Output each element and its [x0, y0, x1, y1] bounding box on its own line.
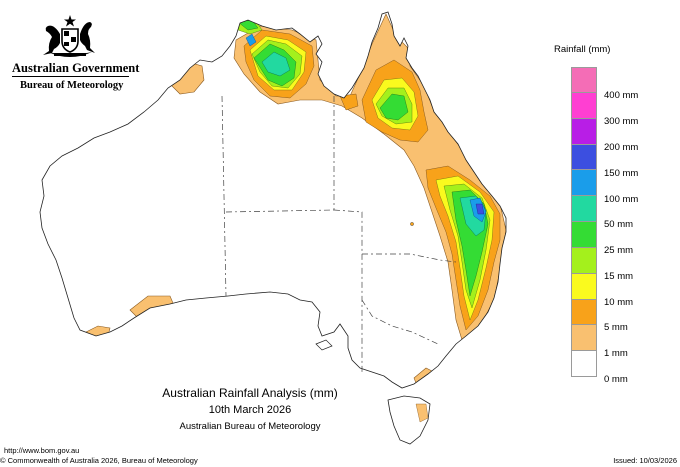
legend-swatch-200	[571, 144, 597, 171]
legend-label-25: 25 mm	[604, 245, 634, 256]
legend-swatch-1	[571, 351, 597, 378]
legend-swatch-15	[571, 273, 597, 300]
legend-label-5: 5 mm	[604, 322, 628, 333]
legend-swatch-400	[571, 92, 597, 119]
map-source: Australian Bureau of Meteorology	[179, 421, 321, 432]
map-title: Australian Rainfall Analysis (mm)	[162, 386, 338, 400]
map-date: 10th March 2026	[208, 404, 292, 416]
legend-swatch-top	[571, 67, 597, 93]
legend-label-150: 150 mm	[604, 168, 639, 179]
legend-label-50: 50 mm	[604, 219, 634, 230]
legend-label-300: 300 mm	[604, 116, 639, 127]
copyright-text: © Commonwealth of Australia 2026, Bureau…	[0, 456, 198, 465]
rainfall-legend	[571, 67, 597, 378]
legend-title: Rainfall (mm)	[554, 44, 611, 55]
legend-label-10: 10 mm	[604, 297, 634, 308]
bureau-title: Bureau of Meteorology	[20, 80, 124, 91]
legend-swatch-10	[571, 299, 597, 326]
legend-label-0: 0 mm	[604, 374, 628, 385]
legend-label-100: 100 mm	[604, 194, 639, 205]
legend-swatch-100	[571, 196, 597, 223]
legend-label-1: 1 mm	[604, 348, 628, 359]
issued-date: Issued: 10/03/2026	[613, 456, 677, 465]
website-link[interactable]: http://www.bom.gov.au	[4, 446, 80, 455]
legend-label-400: 400 mm	[604, 90, 639, 101]
coat-of-arms-logo	[43, 15, 95, 57]
legend-swatch-50	[571, 222, 597, 248]
legend-swatch-25	[571, 247, 597, 274]
legend-swatch-150	[571, 170, 597, 197]
legend-swatch-300	[571, 118, 597, 145]
header-divider	[12, 76, 129, 77]
legend-label-15: 15 mm	[604, 271, 634, 282]
government-title: Australian Government	[12, 61, 140, 75]
legend-label-200: 200 mm	[604, 142, 639, 153]
legend-swatch-5	[571, 325, 597, 352]
